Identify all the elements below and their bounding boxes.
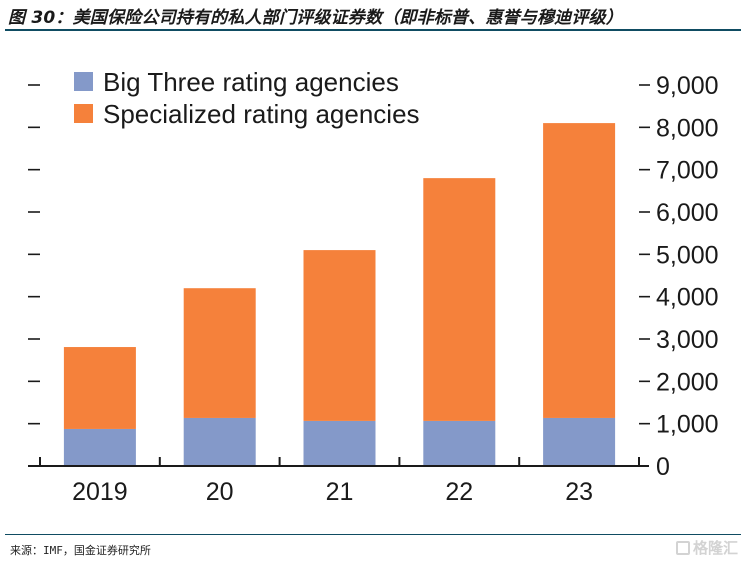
bar-big-three-21 <box>303 420 376 466</box>
bar-specialized-2019 <box>63 347 136 429</box>
title-rule <box>5 29 741 31</box>
y-tick-label: 8,000 <box>656 114 719 142</box>
y-tick-label: 5,000 <box>656 241 719 269</box>
y-tick-label: 4,000 <box>656 284 719 312</box>
x-axis: 2019 20 21 22 23 <box>28 457 649 506</box>
bar-specialized-21 <box>303 250 376 421</box>
legend-swatch-1 <box>74 104 93 123</box>
x-tick-label: 2019 <box>72 478 128 506</box>
y-tick-label: 2,000 <box>656 368 719 396</box>
watermark-text: 格隆汇 <box>692 539 738 557</box>
left-axis-ticks <box>28 84 40 425</box>
watermark: 格隆汇 <box>675 537 738 558</box>
bars <box>63 123 616 466</box>
y-tick-label: 6,000 <box>656 199 719 227</box>
bar-big-three-2019 <box>63 428 136 466</box>
bar-big-three-20 <box>183 417 256 466</box>
right-axis: 0 1,000 2,000 3,000 4,000 5,000 6,000 7,000 8,00… <box>639 72 719 481</box>
y-tick-label: 0 <box>656 453 670 481</box>
bar-big-three-22 <box>423 420 496 466</box>
bar-specialized-22 <box>423 178 496 421</box>
figure-title: 图 30：美国保险公司持有的私人部门评级证券数（即非标普、惠誉与穆迪评级） <box>8 8 623 28</box>
legend-label-1: Specialized rating agencies <box>103 99 420 129</box>
y-tick-label: 7,000 <box>656 157 719 185</box>
source-rule <box>5 534 741 535</box>
source-note: 来源：IMF，国金证券研究所 <box>10 544 151 557</box>
legend-label-0: Big Three rating agencies <box>103 67 399 97</box>
y-tick-label: 1,000 <box>656 411 719 439</box>
bar-big-three-23 <box>543 417 616 466</box>
legend-swatch-0 <box>74 72 93 91</box>
bar-specialized-20 <box>183 288 256 418</box>
watermark-logo-icon <box>675 540 690 555</box>
y-tick-label: 3,000 <box>656 326 719 354</box>
y-tick-label: 9,000 <box>656 72 719 100</box>
x-tick-label: 20 <box>206 478 234 506</box>
stacked-bar-chart: 0 1,000 2,000 3,000 4,000 5,000 6,000 7,000 8,00… <box>28 67 719 506</box>
x-tick-label: 22 <box>445 478 473 506</box>
x-tick-label: 21 <box>326 478 354 506</box>
bar-specialized-23 <box>543 123 616 418</box>
x-tick-label: 23 <box>565 478 593 506</box>
